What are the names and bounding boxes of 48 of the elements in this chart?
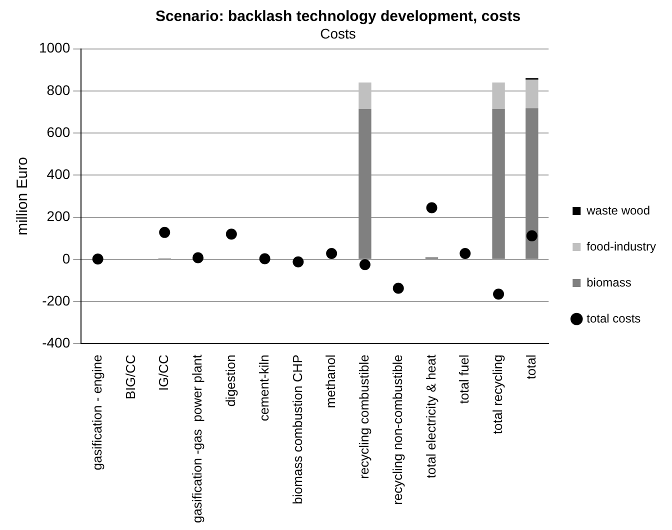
y-tick-label: 1000 [38, 40, 70, 56]
point [192, 252, 204, 264]
y-tick-label: 200 [46, 208, 70, 224]
y-tick-label: 0 [62, 250, 70, 266]
x-tick-label: total recycling [490, 354, 506, 434]
bar [526, 108, 538, 259]
legend-label: food-industry [586, 239, 656, 254]
point [493, 288, 504, 300]
chart-title: Scenario: backlash technology development, costs [155, 8, 521, 26]
bar [492, 108, 505, 259]
point [526, 230, 538, 242]
legend-label: waste wood [586, 203, 650, 218]
x-tick-label: total electricity & heat [423, 354, 438, 478]
x-tick-label: gasification - engine [89, 354, 104, 470]
point [92, 253, 104, 264]
bar [358, 82, 372, 109]
x-tick-label: gasification -gas power plant [190, 354, 205, 524]
x-tick-label: recycling combustible [356, 354, 372, 479]
legend-label: total costs [586, 311, 641, 326]
point [460, 248, 471, 259]
point [259, 253, 270, 264]
x-tick-label: total [524, 354, 539, 380]
y-tick-label: -400 [42, 334, 70, 350]
x-tick-label: BIG/CC [122, 354, 138, 400]
bar [526, 80, 538, 108]
point [292, 256, 304, 268]
y-tick-label: 600 [46, 124, 70, 140]
chart-subtitle: Costs [320, 25, 356, 42]
point [392, 282, 404, 294]
x-tick-label: recycling non-combustible [390, 354, 405, 505]
x-tick-label: cement-kiln [256, 354, 272, 422]
y-tick-label: 800 [46, 82, 70, 98]
y-tick-label: -200 [42, 292, 70, 308]
bar [358, 108, 372, 259]
y-tick-label: 400 [46, 166, 70, 182]
point [359, 259, 370, 270]
bar [492, 82, 505, 109]
x-tick-label: total fuel [456, 354, 472, 404]
point [326, 248, 338, 259]
y-axis-title: million Euro [14, 157, 32, 236]
x-tick-label: IG/CC [156, 354, 172, 391]
x-tick-label: digestion [222, 354, 238, 407]
point [226, 228, 237, 240]
point [159, 226, 170, 238]
legend-label: biomass [586, 275, 632, 290]
x-tick-label: methanol [323, 354, 338, 408]
x-tick-label: biomass combustion CHP [290, 354, 305, 504]
point [426, 202, 438, 214]
